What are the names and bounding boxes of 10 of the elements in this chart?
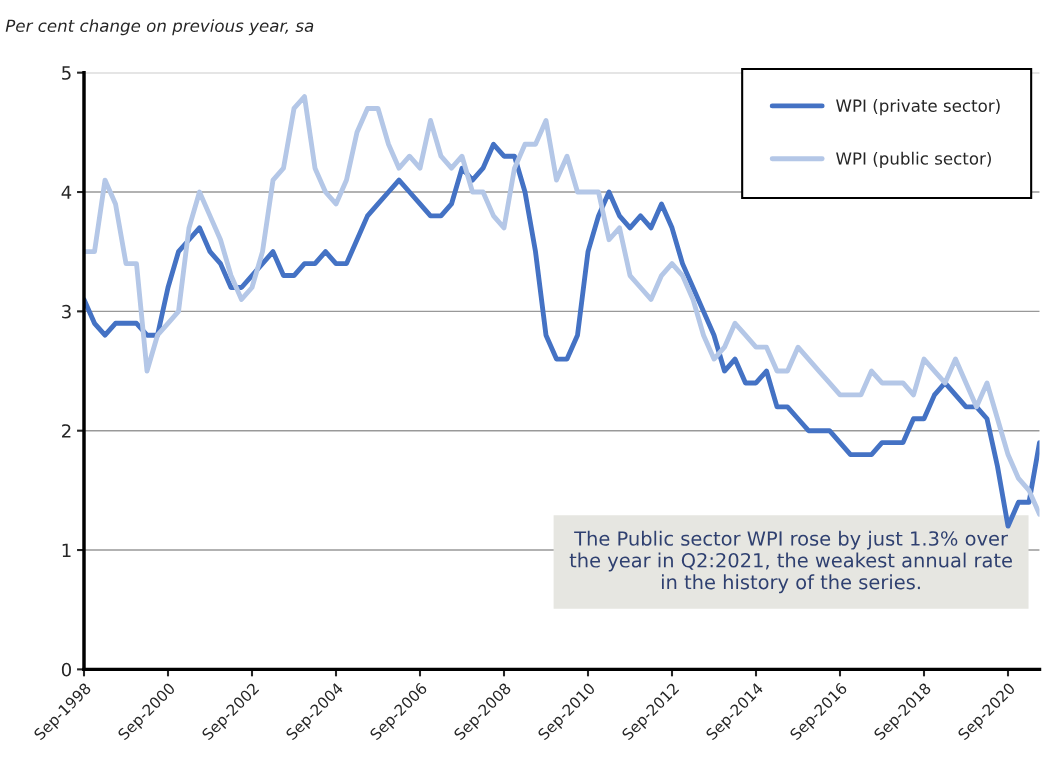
y-tick-label: 5 bbox=[62, 66, 71, 80]
y-tick-label: 0 bbox=[61, 662, 71, 677]
annotation: The Public sector WPI rose by just 1.3% over the year in Q2:2021, the weakest annual rate in the history of the series. bbox=[569, 530, 1012, 594]
y-tick-label: 2 bbox=[62, 424, 71, 438]
y-axis-title: Per cent change on previous year, sa bbox=[5, 19, 314, 36]
legend-label: WPI (private sector) bbox=[836, 99, 1000, 116]
legend-label: WPI (public sector) bbox=[836, 151, 991, 168]
y-tick-label: 4 bbox=[61, 185, 72, 199]
y-tick-label: 1 bbox=[62, 543, 71, 557]
y-tick-label: 3 bbox=[62, 304, 71, 319]
